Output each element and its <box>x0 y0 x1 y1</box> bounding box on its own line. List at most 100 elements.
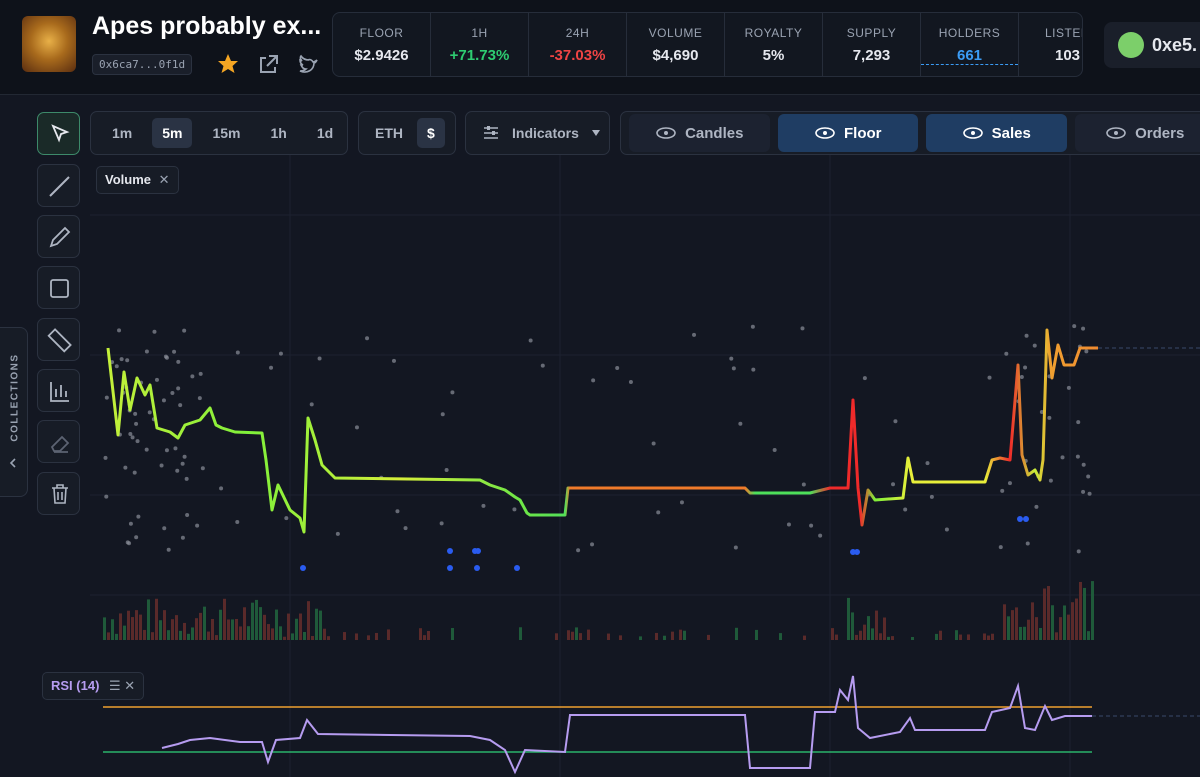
wallet-address[interactable]: 0xe5. <box>1152 35 1198 55</box>
sale-dot <box>133 411 138 416</box>
sale-dot <box>195 523 200 528</box>
volume-bar <box>343 632 346 640</box>
volume-bar <box>755 629 758 640</box>
sale-dot <box>365 336 370 341</box>
volume-bar <box>111 619 114 640</box>
interval-button[interactable]: 1h <box>270 125 287 141</box>
volume-bar <box>1027 619 1030 640</box>
layer-button[interactable]: Candles <box>629 114 770 152</box>
interval-button[interactable]: 15m <box>212 125 241 141</box>
sale-dot <box>379 475 384 480</box>
sale-dot <box>151 417 156 422</box>
volume-tag[interactable]: Volume ✕ <box>96 166 179 194</box>
delete-tool[interactable] <box>37 472 80 515</box>
sale-dot <box>800 326 805 331</box>
interval-button[interactable]: 5m <box>152 118 193 148</box>
indicators-button[interactable]: Indicators <box>465 111 610 155</box>
sale-dot <box>439 521 444 526</box>
sale-dot <box>161 398 166 403</box>
line-tool[interactable] <box>37 164 80 207</box>
layer-label[interactable]: Candles <box>685 124 744 142</box>
sale-dot <box>628 380 633 385</box>
sale-dot <box>164 448 169 453</box>
volume-bar <box>299 613 302 640</box>
chart-tool[interactable] <box>37 369 80 412</box>
sale-dot <box>615 366 620 371</box>
volume-bar <box>103 617 106 640</box>
collection-logo <box>22 16 76 72</box>
volume-bar <box>367 635 370 640</box>
volume-bar <box>123 625 126 640</box>
sale-dot <box>144 447 149 452</box>
volume-bar <box>131 617 134 640</box>
header-icons[interactable] <box>216 52 336 76</box>
volume-bar <box>219 609 222 640</box>
layer-button[interactable]: Orders <box>1074 114 1200 152</box>
volume-bar <box>1031 602 1034 640</box>
layer-label[interactable]: Floor <box>844 124 882 142</box>
volume-bar <box>323 628 326 640</box>
layer-label[interactable]: Sales <box>991 124 1031 142</box>
stat-cell[interactable]: HOLDERS 661 <box>921 13 1019 76</box>
volume-bar <box>1035 617 1038 640</box>
collections-tab[interactable]: COLLECTIONS <box>0 327 28 497</box>
layer-button[interactable]: Floor <box>777 114 918 152</box>
volume-bar <box>855 634 858 640</box>
volume-bar <box>115 633 118 640</box>
volume-bar <box>355 633 358 640</box>
contract-address[interactable]: 0x6ca7...0f1d <box>92 54 193 75</box>
volume-bar <box>779 633 782 640</box>
volume-bar <box>587 629 590 640</box>
collections-label[interactable]: COLLECTIONS <box>9 353 21 442</box>
sale-dot <box>1084 349 1089 354</box>
sale-dot <box>1072 324 1077 329</box>
interval-button[interactable]: 1d <box>316 125 334 141</box>
sale-dot <box>818 533 823 538</box>
cursor-tool[interactable] <box>37 112 80 155</box>
sale-dot <box>893 419 898 424</box>
sale-dot <box>731 366 736 371</box>
volume-bar <box>655 632 658 640</box>
wallet[interactable]: 0xe5. <box>1104 22 1200 68</box>
volume-bar <box>327 636 330 640</box>
layer-button[interactable]: Sales <box>926 114 1067 152</box>
pencil-tool[interactable] <box>37 215 80 258</box>
interval-button[interactable]: 1m <box>112 125 133 141</box>
sale-dot <box>166 547 171 552</box>
sale-dot <box>801 482 806 487</box>
volume-bar <box>107 632 110 640</box>
sale-dot <box>152 329 157 334</box>
volume-bar <box>1043 588 1046 640</box>
sale-dot <box>200 466 205 471</box>
indicators-label[interactable]: Indicators <box>512 125 579 141</box>
volume-bar <box>835 634 838 640</box>
sale-dot <box>1036 474 1041 479</box>
sale-dot <box>1066 385 1071 390</box>
sale-dot <box>651 441 656 446</box>
sale-dot <box>1024 333 1029 338</box>
sale-dot <box>1034 504 1039 509</box>
sale-dot <box>998 545 1003 550</box>
interval-group: 1m 5m 15m 1h 1d <box>90 111 348 155</box>
rsi-tag[interactable]: RSI (14) ☰ ✕ <box>42 672 145 700</box>
volume-bar <box>215 635 218 640</box>
currency-button[interactable]: ETH <box>375 125 403 141</box>
volume-bar <box>247 626 250 640</box>
sale-dot <box>335 531 340 536</box>
rect-tool[interactable] <box>37 266 80 309</box>
volume-bar <box>875 610 878 640</box>
sale-dot <box>110 360 115 365</box>
sale-dot <box>1081 462 1086 467</box>
currency-button[interactable]: $ <box>417 118 445 148</box>
volume-bar <box>1071 602 1074 640</box>
sale-dot <box>772 448 777 453</box>
sale-dot <box>929 494 934 499</box>
sale-dot <box>729 356 734 361</box>
eraser-tool[interactable] <box>37 420 80 463</box>
ruler-tool[interactable] <box>37 318 80 361</box>
volume-bar <box>671 631 674 640</box>
sale-dot <box>119 357 124 362</box>
layer-label[interactable]: Orders <box>1135 124 1185 142</box>
sale-dot <box>512 507 517 512</box>
